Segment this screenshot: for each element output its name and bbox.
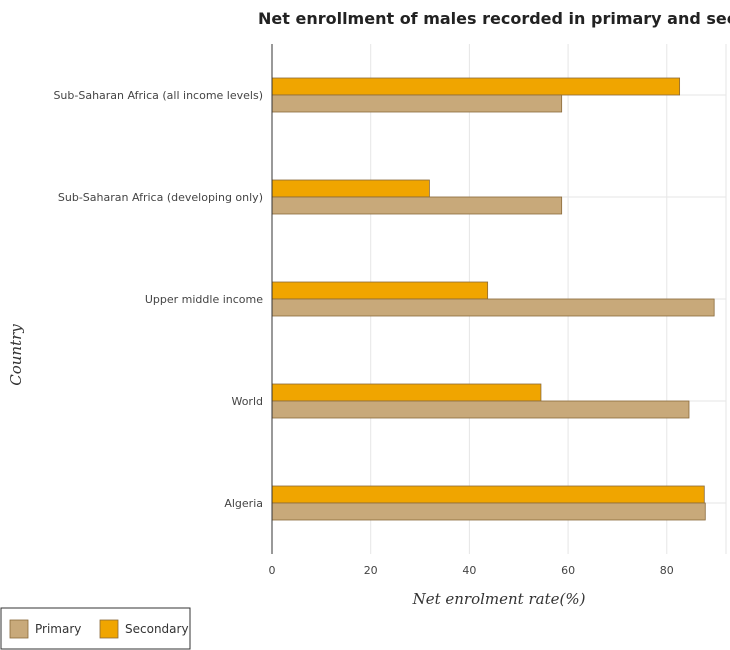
y-tick-label: World <box>231 395 263 408</box>
bar-secondary <box>271 179 430 198</box>
y-tick-label: Algeria <box>224 497 263 510</box>
chart-title: Net enrollment of males recorded in prim… <box>258 9 730 28</box>
bar-primary <box>271 400 690 419</box>
legend-swatch-secondary <box>99 619 119 639</box>
y-tick-label: Upper middle income <box>145 293 263 306</box>
bar-primary <box>271 94 563 113</box>
legend-swatch-primary <box>9 619 29 639</box>
bar-secondary <box>271 485 705 504</box>
y-tick-label: Sub-Saharan Africa (all income levels) <box>53 89 263 102</box>
legend-box <box>0 607 191 650</box>
y-tick-label: Sub-Saharan Africa (developing only) <box>58 191 263 204</box>
x-tick-label: 20 <box>364 564 378 577</box>
bar-secondary <box>271 383 542 402</box>
x-tick-label: 40 <box>462 564 476 577</box>
bar-secondary <box>271 281 489 300</box>
x-axis-label: Net enrolment rate(%) <box>412 590 586 608</box>
legend: Primary Secondary <box>0 607 191 650</box>
x-tick-label: 0 <box>269 564 276 577</box>
legend-label-secondary: Secondary <box>125 622 189 636</box>
bar-primary <box>271 298 715 317</box>
bar-primary <box>271 502 706 521</box>
y-axis-label: Country <box>7 324 25 386</box>
axes: 0 20 40 60 80 Sub-Saharan Africa (all income … <box>53 44 674 577</box>
legend-label-primary: Primary <box>35 622 81 636</box>
bar-secondary <box>271 77 681 96</box>
x-tick-label: 60 <box>561 564 575 577</box>
x-tick-label: 80 <box>660 564 674 577</box>
bar-primary <box>271 196 563 215</box>
bars <box>271 77 715 521</box>
